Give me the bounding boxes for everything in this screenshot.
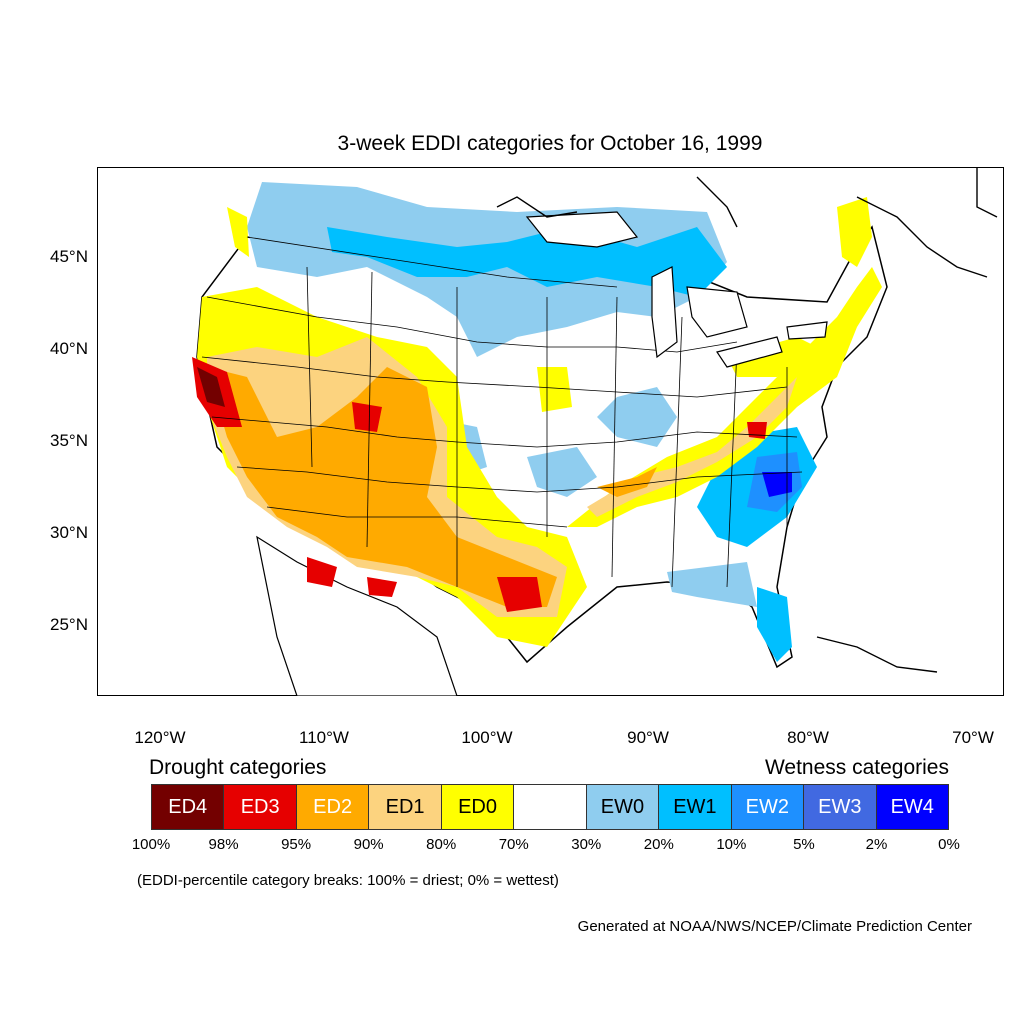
percentile-label: 0% (938, 836, 960, 853)
wetness-ew0-gulf (667, 562, 757, 607)
drought-ed3-va (747, 422, 767, 439)
drought-ed0-nw (227, 207, 249, 257)
percentile-label: 98% (208, 836, 239, 853)
lon-label-90: 90°W (627, 728, 669, 747)
drought-ed2-west (207, 367, 557, 607)
drought-ed3-tx (497, 577, 542, 612)
map-title: 3-week EDDI categories for October 16, 1… (337, 132, 763, 155)
legend-cell-ew4: EW4 (876, 785, 948, 829)
percentile-label: 90% (353, 836, 384, 853)
percentile-label: 80% (426, 836, 457, 853)
legend-cell-ed0: ED0 (441, 785, 515, 829)
legend-cell-ed1: ED1 (369, 785, 442, 829)
canada-coast (496, 167, 998, 673)
percentile-label: 100% (131, 836, 171, 853)
legend-cell-ew1: EW1 (659, 785, 732, 829)
credit-line: Generated at NOAA/NWS/NCEP/Climate Predi… (577, 918, 972, 935)
wetness-ew0-south (527, 447, 597, 497)
lat-label-30: 30°N (50, 523, 88, 542)
lon-label-110: 110°W (299, 728, 349, 747)
drought-ed3-nm (367, 577, 397, 597)
percentile-label: 20% (643, 836, 674, 853)
percentile-label: 5% (793, 836, 815, 853)
drought-categories-title: Drought categories (149, 756, 327, 779)
drought-ed2-central (597, 467, 657, 497)
lat-label-25: 25°N (50, 615, 88, 634)
category-breaks-note: (EDDI-percentile category breaks: 100% =… (137, 872, 559, 889)
drought-ed3-ut (352, 402, 382, 432)
legend-cell-ew0: EW0 (586, 785, 660, 829)
lon-label-100: 100°W (461, 728, 513, 747)
lon-label-80: 80°W (787, 728, 829, 747)
lon-label-70: 70°W (952, 728, 994, 747)
legend-cell-ed4: ED4 (152, 785, 225, 829)
legend-cell-ew3: EW3 (804, 785, 877, 829)
percentile-label: 2% (865, 836, 888, 853)
wetness-ew4-southeast (762, 472, 792, 497)
category-legend: ED4 ED3 ED2 ED1 ED0 EW0 EW1 EW2 EW3 EW4 (151, 784, 949, 830)
wetness-categories-title: Wetness categories (764, 756, 949, 779)
legend-cell-ed2: ED2 (296, 785, 370, 829)
legend-cell-ed3: ED3 (224, 785, 297, 829)
state-boundaries (201, 236, 803, 588)
percentile-label: 70% (498, 836, 529, 853)
drought-ed3-az (307, 557, 337, 587)
eddi-map (97, 167, 1004, 696)
percentile-label: 30% (571, 836, 602, 853)
lat-label-40: 40°N (50, 339, 88, 358)
lon-label-120: 120°W (134, 728, 186, 747)
percentile-label: 10% (716, 836, 747, 853)
wetness-ew1-north (327, 227, 727, 297)
legend-cell-neutral (514, 785, 587, 829)
map-panel (97, 167, 1004, 696)
drought-ed0-northeast (837, 197, 872, 267)
lat-label-45: 45°N (50, 247, 88, 266)
wetness-ew1-florida (757, 587, 792, 662)
drought-ed0-midwest (537, 367, 572, 412)
great-lakes (525, 211, 828, 368)
wetness-ew0-midwest (597, 387, 677, 447)
drought-ed0-ny (727, 337, 817, 377)
lat-label-35: 35°N (50, 431, 88, 450)
drought-ed4-ca (197, 367, 225, 407)
percentile-label: 95% (281, 836, 312, 853)
legend-cell-ew2: EW2 (731, 785, 805, 829)
